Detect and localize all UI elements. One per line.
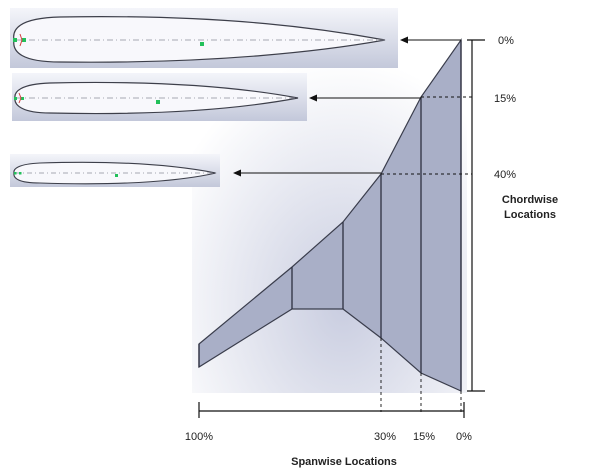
chordwise-label-0: 0% (498, 35, 514, 47)
marker (22, 38, 26, 42)
chordwise-label-15: 15% (494, 93, 516, 105)
marker (21, 97, 24, 100)
arrowhead (400, 36, 408, 44)
origin-mark (18, 92, 22, 104)
arrowhead (233, 169, 241, 177)
spanwise-label-0: 0% (456, 431, 472, 443)
marker (14, 172, 17, 175)
section-arrows (233, 36, 461, 177)
marker (200, 42, 204, 46)
marker (13, 38, 17, 42)
spanwise-axis: 100% 30% 15% 0% Spanwise Locations (185, 402, 472, 468)
spanwise-title: Spanwise Locations (291, 456, 397, 468)
spanwise-label-15: 15% (413, 431, 435, 443)
marker (115, 174, 118, 177)
marker (19, 172, 22, 175)
spanwise-leaders (380, 338, 462, 412)
chordwise-title-line1: Chordwise (502, 194, 558, 206)
chordwise-leaders (381, 96, 472, 175)
marker (156, 100, 160, 104)
chordwise-title-line2: Locations (504, 209, 556, 221)
marker (14, 97, 17, 100)
spanwise-label-30: 30% (374, 431, 396, 443)
airfoil-section-root (10, 8, 398, 68)
spanwise-label-100: 100% (185, 431, 213, 443)
arrowhead (309, 94, 317, 102)
chordwise-label-40: 40% (494, 169, 516, 181)
chordwise-axis: 0% 15% 40% Chordwise Locations (467, 35, 558, 392)
origin-mark (19, 33, 23, 47)
airfoil-section-outboard (10, 154, 220, 187)
airfoil-section-mid (12, 73, 307, 121)
